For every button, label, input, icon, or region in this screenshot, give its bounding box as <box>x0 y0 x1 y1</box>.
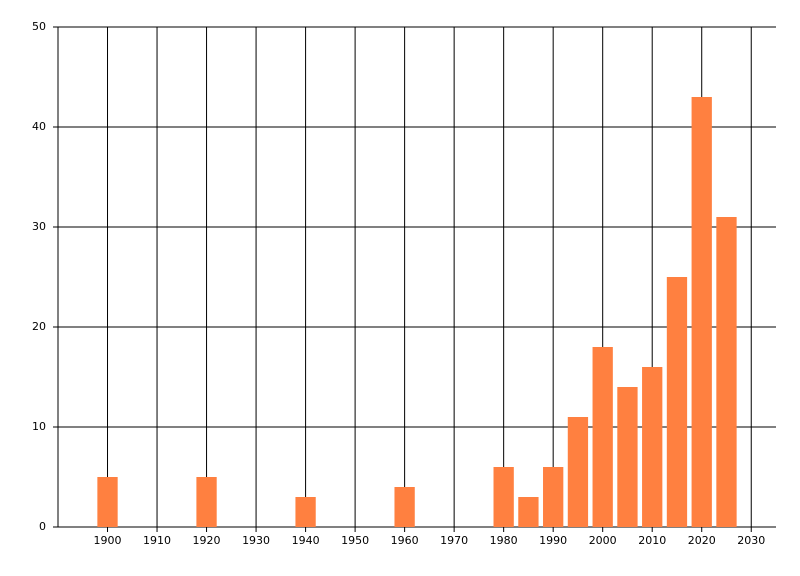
x-tick-label: 1900 <box>94 534 122 547</box>
bar <box>97 477 118 527</box>
bar <box>617 387 638 527</box>
x-tick-label: 2030 <box>737 534 765 547</box>
x-tick-label: 2000 <box>589 534 617 547</box>
y-tick-label: 10 <box>32 420 46 433</box>
y-tick-label: 20 <box>32 320 46 333</box>
bar <box>493 467 514 527</box>
x-tick-label: 1940 <box>292 534 320 547</box>
x-tick-label: 1920 <box>193 534 221 547</box>
y-tick-label: 40 <box>32 120 46 133</box>
x-tick-label: 2020 <box>688 534 716 547</box>
x-tick-label: 1960 <box>391 534 419 547</box>
x-tick-label: 1950 <box>341 534 369 547</box>
x-tick-label: 2010 <box>638 534 666 547</box>
y-tick-label: 50 <box>32 20 46 33</box>
bar <box>567 417 589 527</box>
y-tick-label: 0 <box>39 520 46 533</box>
bar <box>518 497 539 527</box>
x-tick-label: 1970 <box>440 534 468 547</box>
x-tick-label: 1980 <box>490 534 518 547</box>
bar <box>196 477 217 527</box>
bar <box>691 97 712 527</box>
x-tick-label: 1930 <box>242 534 270 547</box>
bar <box>716 217 737 527</box>
bar <box>642 367 663 527</box>
bar <box>295 497 316 527</box>
bar <box>592 347 613 527</box>
x-tick-label: 1910 <box>143 534 171 547</box>
bar <box>394 487 415 527</box>
bar <box>666 277 688 527</box>
y-tick-label: 30 <box>32 220 46 233</box>
bar <box>543 467 564 527</box>
x-tick-label: 1990 <box>539 534 567 547</box>
